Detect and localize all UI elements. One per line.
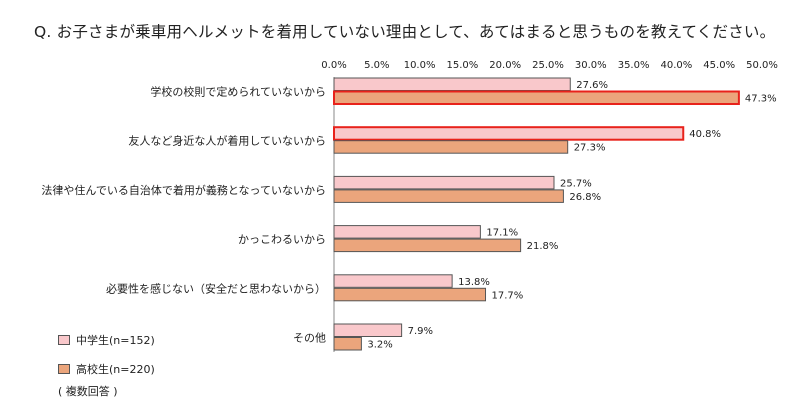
- bar-junior-high: [333, 77, 571, 91]
- bar-high-school: [333, 287, 487, 302]
- bar-junior-high: [333, 323, 403, 337]
- data-label: 40.8%: [689, 129, 721, 140]
- multiple-answers-note: ( 複数回答 ): [58, 385, 118, 398]
- category-label: 学校の校則で定められていないから: [150, 85, 326, 99]
- category-label: 法律や住んでいる自治体で着用が義務となっていないから: [41, 183, 326, 197]
- legend-label-high-school: 高校生(n=220): [76, 363, 155, 376]
- data-label: 3.2%: [367, 340, 392, 351]
- x-tick-label: 30.0%: [575, 60, 607, 71]
- category-label: その他: [293, 332, 326, 345]
- data-label: 21.8%: [527, 241, 559, 252]
- bar-high-school: [333, 337, 362, 351]
- x-tick-label: 5.0%: [364, 60, 389, 71]
- x-tick-label: 50.0%: [746, 60, 778, 71]
- bar-high-school: [333, 90, 740, 105]
- data-label: 17.1%: [486, 228, 518, 239]
- data-label: 47.3%: [745, 94, 777, 105]
- bar-junior-high: [333, 126, 685, 141]
- data-label: 17.7%: [492, 290, 524, 301]
- legend-swatch-high-school: [58, 364, 70, 374]
- chart-title: Q. お子さまが乗車用ヘルメットを着用していない理由として、あてはまると思うもの…: [34, 23, 776, 41]
- data-label: 27.6%: [576, 80, 608, 91]
- bar-high-school: [333, 238, 522, 253]
- category-label: 友人など身近な人が着用していないから: [128, 134, 326, 148]
- legend-swatch-junior-high: [58, 335, 70, 345]
- x-tick-label: 10.0%: [404, 60, 436, 71]
- x-tick-label: 20.0%: [489, 60, 521, 71]
- bar-junior-high: [333, 225, 481, 239]
- legend-item-junior-high: 中学生(n=152): [58, 332, 155, 348]
- x-tick-label: 25.0%: [532, 60, 564, 71]
- bar-junior-high: [333, 175, 555, 190]
- data-label: 25.7%: [560, 178, 592, 189]
- category-label: かっこわるいから: [238, 233, 326, 246]
- data-label: 13.8%: [458, 277, 490, 288]
- data-label: 27.3%: [574, 143, 606, 154]
- bar-high-school: [333, 189, 564, 203]
- x-tick-label: 45.0%: [703, 60, 735, 71]
- category-label: 必要性を感じない（安全だと思わないから）: [106, 281, 326, 295]
- x-tick-label: 15.0%: [447, 60, 479, 71]
- data-label: 26.8%: [569, 192, 601, 203]
- bar-high-school: [333, 140, 569, 154]
- data-label: 7.9%: [408, 326, 433, 337]
- x-tick-label: 35.0%: [618, 60, 650, 71]
- bar-junior-high: [333, 274, 453, 288]
- x-tick-label: 40.0%: [661, 60, 693, 71]
- x-tick-label: 0.0%: [321, 60, 346, 71]
- legend-item-high-school: 高校生(n=220): [58, 361, 155, 377]
- legend-label-junior-high: 中学生(n=152): [76, 334, 155, 347]
